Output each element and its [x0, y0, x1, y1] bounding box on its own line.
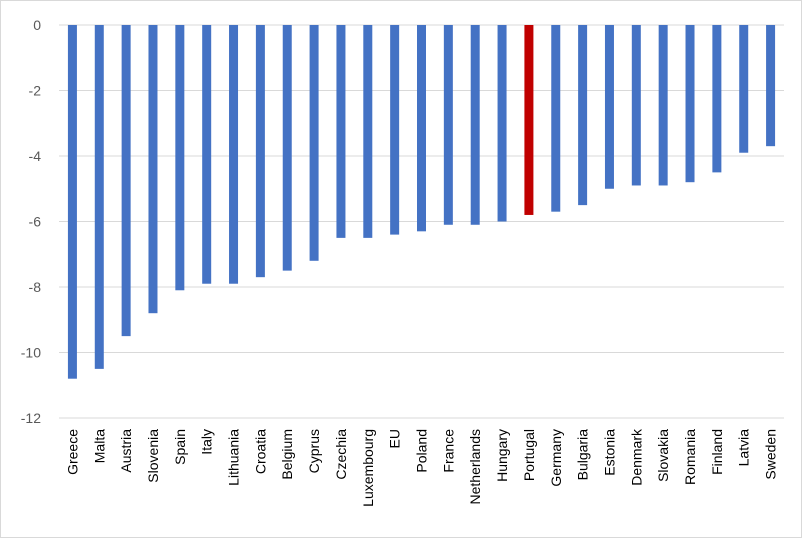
bar-netherlands [470, 25, 480, 225]
bar-slovenia [148, 25, 158, 314]
category-label-austria: Austria [118, 429, 134, 473]
category-label-eu: EU [387, 429, 403, 448]
bar-estonia [604, 25, 614, 189]
bar-france [443, 25, 453, 225]
category-label-estonia: Estonia [601, 429, 617, 476]
category-label-croatia: Croatia [252, 429, 268, 474]
category-label-slovakia: Slovakia [655, 429, 671, 482]
category-label-spain: Spain [172, 429, 188, 465]
category-label-belgium: Belgium [279, 429, 295, 480]
y-tick-label: -2 [29, 83, 42, 99]
bar-italy [202, 25, 212, 284]
bar-germany [551, 25, 561, 212]
category-label-latvia: Latvia [736, 429, 752, 467]
bar-poland [417, 25, 426, 232]
bar-belgium [282, 25, 292, 271]
bar-denmark [631, 25, 641, 186]
bar-cyprus [309, 25, 319, 261]
y-tick-label: 0 [33, 17, 41, 33]
category-label-cyprus: Cyprus [306, 429, 322, 473]
bar-greece [67, 25, 77, 379]
bar-croatia [255, 25, 265, 278]
bar-romania [685, 25, 695, 183]
category-label-greece: Greece [64, 429, 80, 475]
bar-spain [175, 25, 185, 291]
y-tick-label: -4 [29, 148, 42, 164]
bar-sweden [766, 25, 776, 147]
y-tick-label: -12 [21, 410, 41, 426]
bar-eu [390, 25, 400, 235]
category-label-czechia: Czechia [333, 429, 349, 480]
category-label-hungary: Hungary [494, 429, 510, 482]
category-label-finland: Finland [709, 429, 725, 475]
bar-luxembourg [363, 25, 373, 238]
category-label-bulgaria: Bulgaria [575, 429, 591, 481]
bar-finland [712, 25, 722, 173]
category-label-malta: Malta [91, 429, 107, 463]
bar-czechia [336, 25, 346, 238]
category-label-portugal: Portugal [521, 429, 537, 481]
category-label-poland: Poland [414, 429, 430, 473]
bar-latvia [739, 25, 749, 153]
category-label-romania: Romania [682, 429, 698, 485]
bar-hungary [497, 25, 507, 222]
y-axis-ticks: 0 -2 -4 -6 -8 -10 -12 [21, 17, 41, 426]
bar-lithuania [229, 25, 239, 284]
bar-portugal [524, 25, 534, 215]
category-label-lithuania: Lithuania [226, 429, 242, 486]
bars [67, 25, 776, 379]
category-label-sweden: Sweden [763, 429, 779, 480]
bar-bulgaria [578, 25, 588, 206]
y-tick-label: -6 [29, 214, 42, 230]
bar-austria [121, 25, 131, 337]
category-label-netherlands: Netherlands [467, 429, 483, 505]
y-tick-label: -8 [29, 279, 42, 295]
bar-slovakia [658, 25, 668, 186]
category-label-germany: Germany [548, 429, 564, 487]
category-label-france: France [440, 429, 456, 473]
category-labels: Greece Malta Austria Slovenia Spain Italy Lith… [64, 428, 778, 507]
category-label-slovenia: Slovenia [145, 429, 161, 483]
bar-malta [94, 25, 104, 369]
y-tick-label: -10 [21, 345, 41, 361]
category-label-luxembourg: Luxembourg [360, 429, 376, 507]
category-label-denmark: Denmark [628, 428, 644, 486]
category-label-italy: Italy [199, 429, 215, 455]
